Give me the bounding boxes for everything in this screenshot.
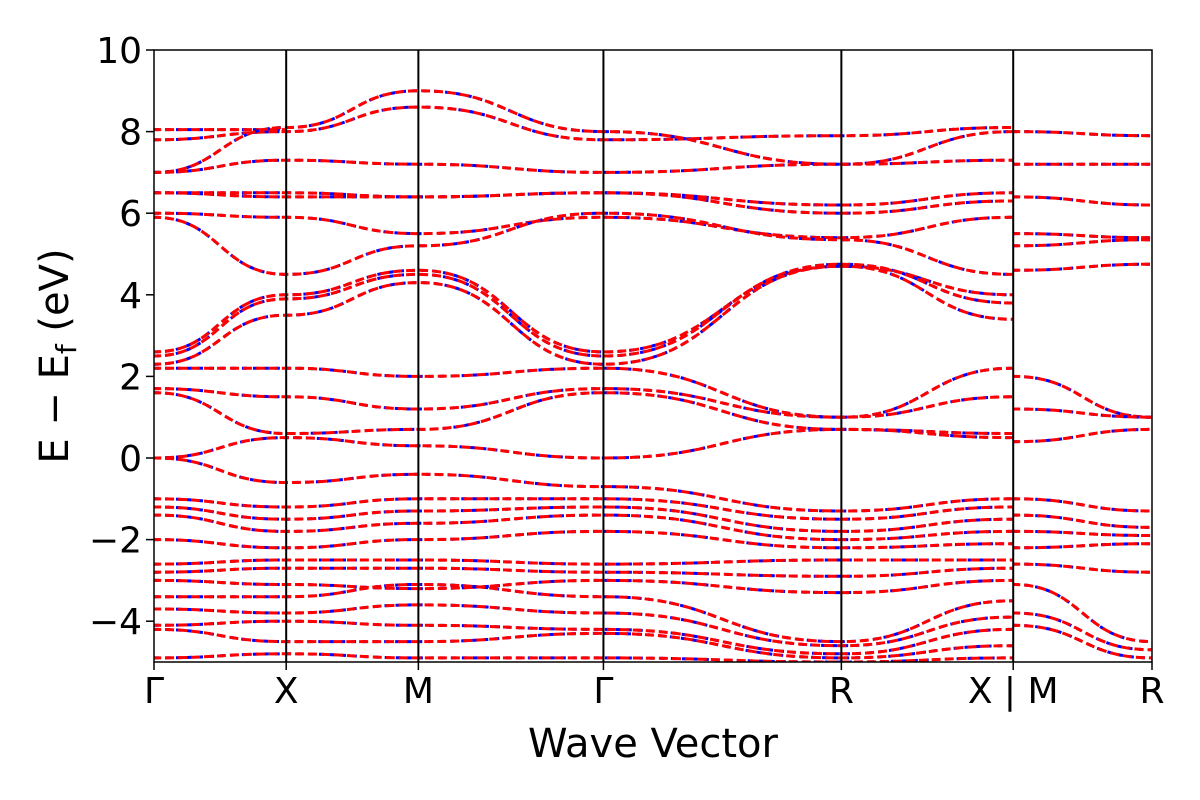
y-tick-label: −4	[89, 602, 142, 643]
y-axis-label-subscript: f	[50, 343, 83, 354]
y-axis-label-main: E − E	[32, 354, 78, 464]
band-37-solid	[1013, 497, 1152, 513]
high-symmetry-lines	[285, 50, 1015, 662]
y-axis-label: E − Ef (eV)	[32, 248, 83, 463]
band-10-dashed	[154, 264, 1014, 366]
band-3-solid	[154, 158, 1014, 174]
y-axis-ticks: −4 −2 0 2 4 6 8 10	[89, 31, 154, 643]
x-tick-label: X | M	[968, 671, 1059, 712]
band-32-solid	[1013, 238, 1152, 248]
band-9-solid	[154, 262, 1014, 358]
x-tick-label: R	[1139, 671, 1164, 712]
y-tick-label: 2	[119, 357, 142, 398]
band-14-solid	[154, 427, 1014, 460]
band-30-solid	[1013, 195, 1152, 207]
band-8-solid	[154, 264, 1014, 354]
y-tick-label: 8	[119, 113, 142, 154]
x-axis-ticks: Γ X M Γ R X | M R	[144, 662, 1165, 712]
y-tick-label: 10	[96, 31, 142, 72]
y-tick-label: −2	[89, 521, 142, 562]
x-tick-label: X	[274, 671, 299, 712]
band-15-solid	[154, 456, 1014, 513]
y-axis-label-unit: (eV)	[32, 248, 78, 344]
x-tick-label: R	[829, 671, 854, 712]
band-18-solid	[154, 513, 1014, 542]
band-40-solid	[1013, 542, 1152, 550]
x-tick-label: Γ	[144, 671, 164, 712]
band-36-solid	[1013, 427, 1152, 444]
band-39-solid	[1013, 529, 1152, 537]
band-44-solid	[1013, 623, 1152, 660]
y-tick-label: 0	[119, 439, 142, 480]
band-17-solid	[154, 505, 1014, 533]
band-42-solid	[1013, 583, 1152, 644]
x-tick-label: M	[403, 671, 434, 712]
band-33-solid	[1013, 262, 1152, 272]
x-axis-label: Wave Vector	[528, 721, 779, 767]
plot-frame	[153, 49, 1153, 663]
band-7-solid	[154, 211, 1014, 276]
x-tick-label: Γ	[593, 671, 613, 712]
band-28-solid	[1013, 130, 1152, 138]
band-42-dashed	[1013, 583, 1152, 644]
band-26-solid	[154, 627, 1014, 660]
y-tick-label: 6	[119, 194, 142, 235]
band-31-solid	[1013, 232, 1152, 240]
band-38-solid	[1013, 513, 1152, 529]
band-43-solid	[1013, 611, 1152, 652]
band-35-solid	[1013, 407, 1152, 419]
y-tick-label: 4	[119, 276, 142, 317]
band-41-solid	[1013, 562, 1152, 574]
